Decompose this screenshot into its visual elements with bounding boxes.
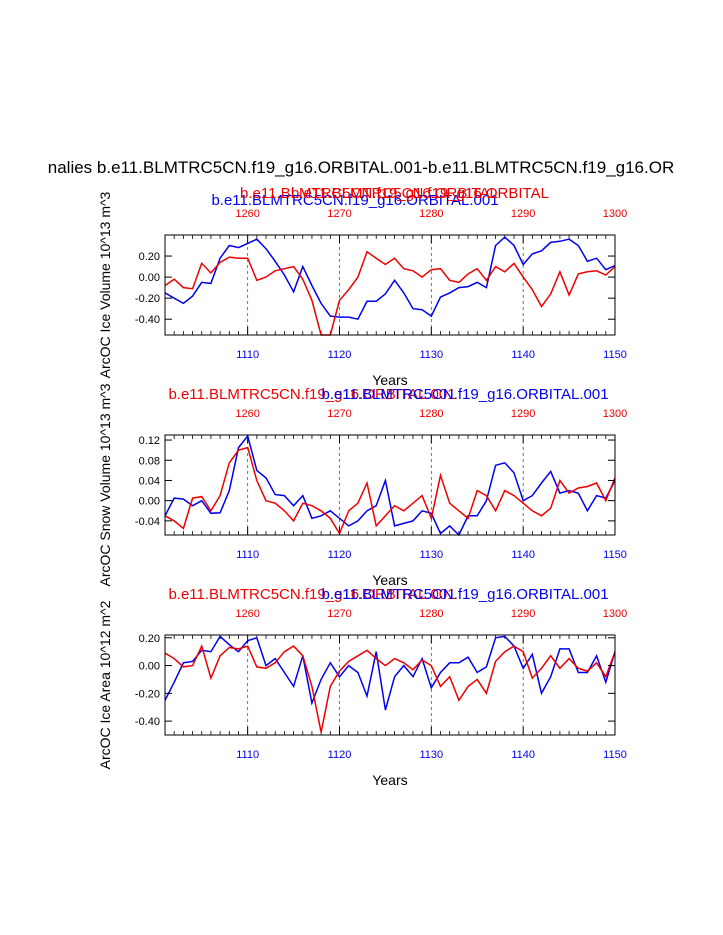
- bottom-x-tick-label: 1120: [328, 549, 352, 561]
- plot-frame: [164, 634, 616, 736]
- y-axis-label: ArcOC Ice Area 10^12 m^2: [97, 600, 113, 769]
- top-x-tick-label: 1260: [235, 608, 259, 620]
- y-tick-label: -0.04: [135, 516, 160, 528]
- top-x-tick-label: 1270: [327, 608, 351, 620]
- top-x-tick-label: 1300: [603, 208, 627, 220]
- y-axis-label: ArcOC Snow Volume 10^13 m^3: [97, 383, 113, 586]
- top-x-tick-label: 1290: [511, 608, 535, 620]
- y-tick-label: 0.00: [139, 496, 160, 508]
- bottom-x-tick-label: 1150: [603, 549, 627, 561]
- y-tick-label: -0.40: [135, 716, 160, 728]
- panel-2: 0.12 0.08 0.04 0.00 -0.04 1110 1120 1130 1140 115…: [97, 383, 627, 588]
- y-tick-label: -0.20: [135, 293, 160, 305]
- x-axis-label: Years: [372, 772, 407, 788]
- y-axis-label: ArcOC Ice Volume 10^13 m^3: [97, 191, 113, 378]
- main-title: nalies b.e11.BLMTRC5CN.f19_g16.ORBITAL.0…: [48, 158, 674, 177]
- red-series-line: [164, 250, 616, 336]
- panel-title-red: b.e11.BLMTRC5CN.f19_g16.ORBITAL.001: [168, 586, 455, 603]
- panel-title-red: b.e11.BLMTRC5CN.f19_g16.ORBITAL: [291, 185, 549, 202]
- bottom-x-tick-label: 1150: [603, 749, 627, 761]
- plot-frame: [164, 234, 616, 336]
- top-x-tick-label: 1290: [511, 408, 535, 420]
- panel-title-red: b.e11.BLMTRC5CN.f19_g16.ORBITAL.001: [168, 386, 455, 403]
- bottom-x-tick-label: 1130: [419, 349, 443, 361]
- top-x-tick-label: 1270: [327, 208, 351, 220]
- x-axis-label: Years: [372, 372, 407, 388]
- y-tick-label: 0.12: [139, 435, 160, 447]
- panel-3: 0.20 0.00 -0.20 -0.40 1110 1120 1130 1140 1150 12…: [97, 586, 627, 788]
- plot-frame: [164, 434, 616, 536]
- blue-series-line: [164, 635, 616, 711]
- y-tick-label: 0.20: [139, 633, 160, 645]
- bottom-x-tick-label: 1110: [236, 749, 259, 761]
- y-tick-label: 0.04: [139, 475, 160, 487]
- panels: 0.20 0.00 -0.20 -0.40 1110 1120 1130 1140 1150 12…: [97, 185, 627, 788]
- bottom-x-tick-label: 1140: [511, 549, 535, 561]
- panel-title-blue: b.e11.BLMTRC5CN.f19_g16.ORBITAL.001: [211, 192, 498, 209]
- blue-series-line: [164, 434, 616, 537]
- bottom-x-tick-label: 1140: [511, 349, 535, 361]
- bottom-x-tick-label: 1120: [328, 349, 352, 361]
- bottom-x-tick-label: 1130: [419, 749, 443, 761]
- top-x-tick-label: 1260: [235, 208, 259, 220]
- top-x-tick-label: 1280: [419, 208, 443, 220]
- y-tick-label: 0.00: [139, 272, 160, 284]
- top-x-tick-label: 1280: [419, 408, 443, 420]
- x-axis-label: Years: [372, 572, 407, 588]
- bottom-x-tick-label: 1150: [603, 349, 627, 361]
- red-series-line: [164, 643, 616, 733]
- panel-title-red-overlap: b.e11.BLMTRC5CN.f19_g16.ORBITAL: [240, 185, 498, 202]
- bottom-x-tick-label: 1110: [236, 349, 259, 361]
- top-x-tick-label: 1300: [603, 408, 627, 420]
- y-tick-label: -0.40: [135, 314, 160, 326]
- top-x-tick-label: 1260: [235, 408, 259, 420]
- bottom-x-tick-label: 1140: [511, 749, 535, 761]
- panel-1: 0.20 0.00 -0.20 -0.40 1110 1120 1130 1140 1150 12…: [97, 185, 627, 388]
- y-tick-label: 0.08: [139, 455, 160, 467]
- y-tick-label: -0.20: [135, 688, 160, 700]
- top-x-tick-label: 1290: [511, 208, 535, 220]
- y-tick-label: 0.00: [139, 661, 160, 673]
- y-tick-label: 0.20: [139, 251, 160, 263]
- blue-series-line: [164, 236, 616, 321]
- top-x-tick-label: 1300: [603, 608, 627, 620]
- panel-title-blue: b.e11.BLMTRC5CN.f19_g16.ORBITAL.001: [321, 586, 608, 603]
- panel-title-blue: b.e11.BLMTRC5CN.f19_g16.ORBITAL.001: [321, 386, 608, 403]
- top-x-tick-label: 1270: [327, 408, 351, 420]
- top-x-tick-label: 1280: [419, 608, 443, 620]
- bottom-x-tick-label: 1130: [419, 549, 443, 561]
- bottom-x-tick-label: 1120: [328, 749, 352, 761]
- red-series-line: [164, 446, 616, 536]
- bottom-x-tick-label: 1110: [236, 549, 259, 561]
